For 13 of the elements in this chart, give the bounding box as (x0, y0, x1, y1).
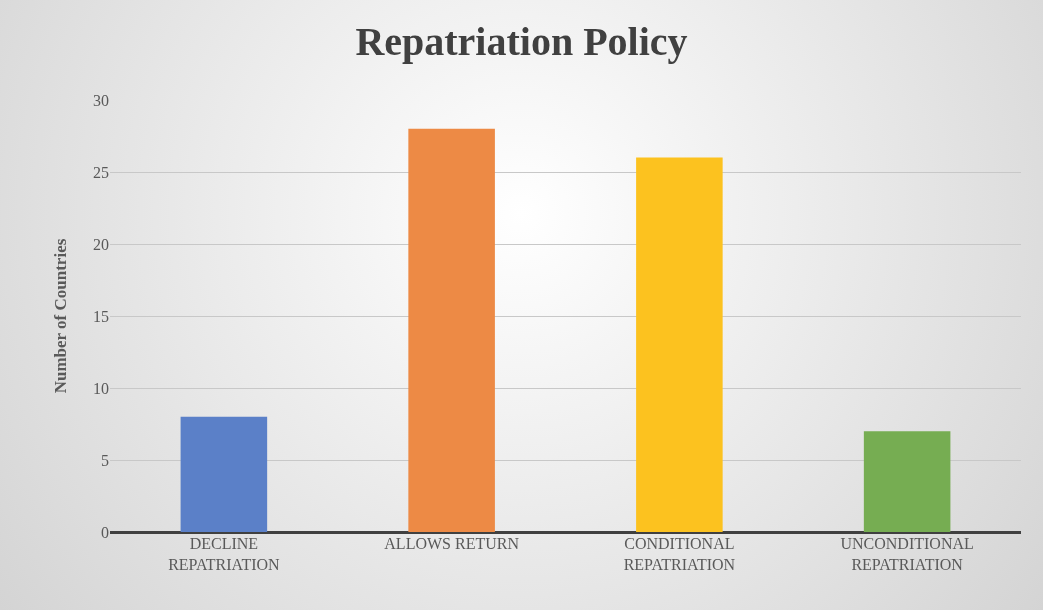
y-axis-title: Number of Countries (51, 238, 70, 394)
chart-title: Repatriation Policy (355, 19, 688, 65)
x-tick-label: DECLINE REPATRIATION (168, 535, 281, 573)
x-tick-label: CONDITIONAL REPATRIATION (623, 535, 736, 573)
y-tick-label: 5 (101, 451, 109, 469)
y-tick-label: 30 (93, 91, 109, 109)
y-tick-label: 0 (101, 523, 109, 541)
y-tick-label: 15 (93, 307, 109, 325)
y-tick-label: 25 (93, 163, 109, 181)
y-tick-label: 10 (93, 379, 109, 397)
x-tick-label: ALLOWS RETURN (384, 535, 520, 552)
x-tick-label: UNCONDITIONAL REPATRIATION (840, 535, 974, 573)
y-tick-label: 20 (93, 235, 109, 253)
